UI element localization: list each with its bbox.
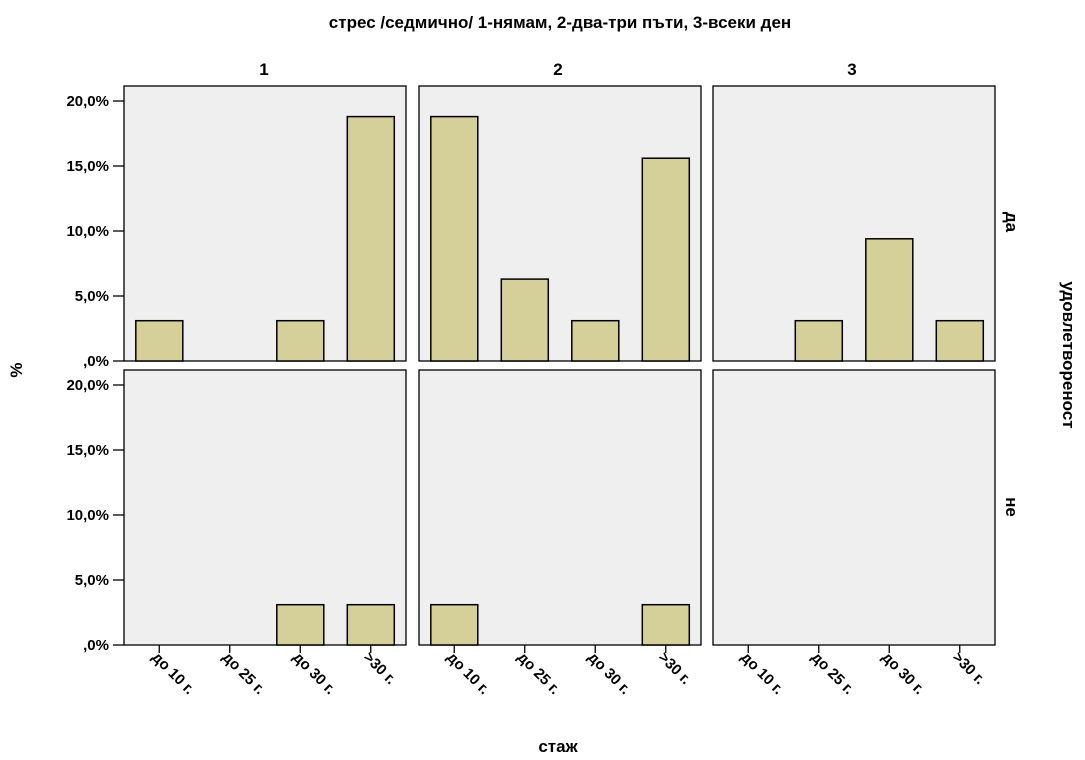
bar (276, 319, 325, 362)
column-header-1: 1 (259, 60, 268, 79)
bar (346, 603, 396, 646)
bar (935, 319, 985, 362)
row-axis-title: удовлетвореност (1059, 281, 1078, 428)
y-tick-label: ,0% (83, 353, 109, 370)
bar (794, 319, 844, 362)
panel-да-1 (123, 85, 407, 362)
bar (430, 115, 479, 362)
row-header-no: не (1002, 497, 1021, 517)
x-tick-label: >30 г. (360, 649, 399, 688)
bar (135, 319, 184, 362)
chart-title: стрес /седмично/ 1-нямам, 2-два-три пъти… (329, 13, 791, 32)
x-tick-label: до 25 г. (219, 649, 268, 698)
x-axis-1: до 10 г. до 25 г. до 30 г. >30 г. (148, 645, 399, 698)
plot-area: ,0% 5,0% 10,0% 15,0% 20,0% ,0% 5,0% 10,0% 15,0% 2… (66, 85, 996, 698)
panel-background (712, 85, 996, 362)
column-header-2: 2 (553, 60, 562, 79)
panel-не-3 (712, 369, 996, 646)
y-axis-да: ,0% 5,0% 10,0% 15,0% 20,0% (66, 93, 124, 370)
y-tick-label: ,0% (83, 637, 109, 654)
panel-не-1 (123, 369, 407, 646)
panel-да-2 (418, 85, 702, 362)
bar (276, 603, 325, 646)
x-tick-label: до 25 г. (514, 649, 563, 698)
x-tick-label: до 30 г. (878, 649, 927, 698)
y-tick-label: 20,0% (66, 377, 109, 394)
y-tick-label: 10,0% (66, 507, 109, 524)
y-axis-не: ,0% 5,0% 10,0% 15,0% 20,0% (66, 377, 124, 654)
y-tick-label: 10,0% (66, 223, 109, 240)
panel-background (712, 369, 996, 646)
panel-background (123, 369, 407, 646)
panel-background (418, 369, 702, 646)
x-tick-label: до 10 г. (443, 649, 492, 698)
y-tick-label: 20,0% (66, 93, 109, 110)
y-axis-title: % (7, 362, 26, 377)
bar (571, 319, 620, 362)
x-tick-label: >30 г. (655, 649, 694, 688)
y-tick-label: 15,0% (66, 442, 109, 459)
column-header-3: 3 (847, 60, 856, 79)
bar (641, 603, 691, 646)
y-tick-label: 15,0% (66, 158, 109, 175)
panel-да-3 (712, 85, 996, 362)
y-tick-label: 5,0% (75, 288, 109, 305)
bar (641, 157, 691, 362)
x-tick-label: до 10 г. (737, 649, 786, 698)
x-tick-label: до 30 г. (289, 649, 338, 698)
x-tick-label: >30 г. (949, 649, 988, 688)
x-tick-label: до 30 г. (584, 649, 633, 698)
x-tick-label: до 10 г. (148, 649, 197, 698)
bar (430, 603, 479, 646)
x-axis-title: стаж (538, 737, 578, 756)
x-tick-label: до 25 г. (808, 649, 857, 698)
bar (865, 238, 914, 362)
x-axis-3: до 10 г. до 25 г. до 30 г. >30 г. (737, 645, 988, 698)
x-axis-2: до 10 г. до 25 г. до 30 г. >30 г. (443, 645, 694, 698)
row-header-yes: да (1002, 212, 1021, 233)
bar (500, 278, 550, 362)
panel-не-2 (418, 369, 702, 646)
y-tick-label: 5,0% (75, 572, 109, 589)
bar (346, 115, 396, 362)
